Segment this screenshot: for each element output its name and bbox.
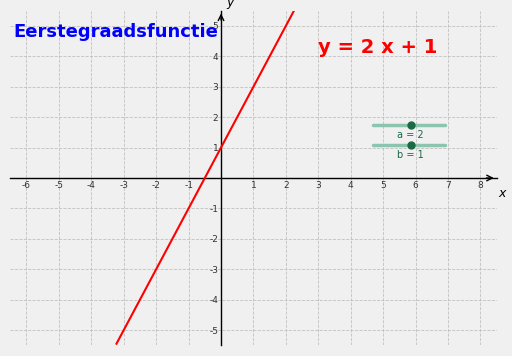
Text: Eerstegraadsfunctie: Eerstegraadsfunctie (13, 23, 218, 41)
Text: a = 2: a = 2 (397, 130, 424, 140)
Text: y: y (226, 0, 233, 9)
Text: y = 2 x + 1: y = 2 x + 1 (318, 38, 438, 57)
Text: b = 1: b = 1 (397, 150, 424, 160)
Text: x: x (498, 187, 506, 200)
